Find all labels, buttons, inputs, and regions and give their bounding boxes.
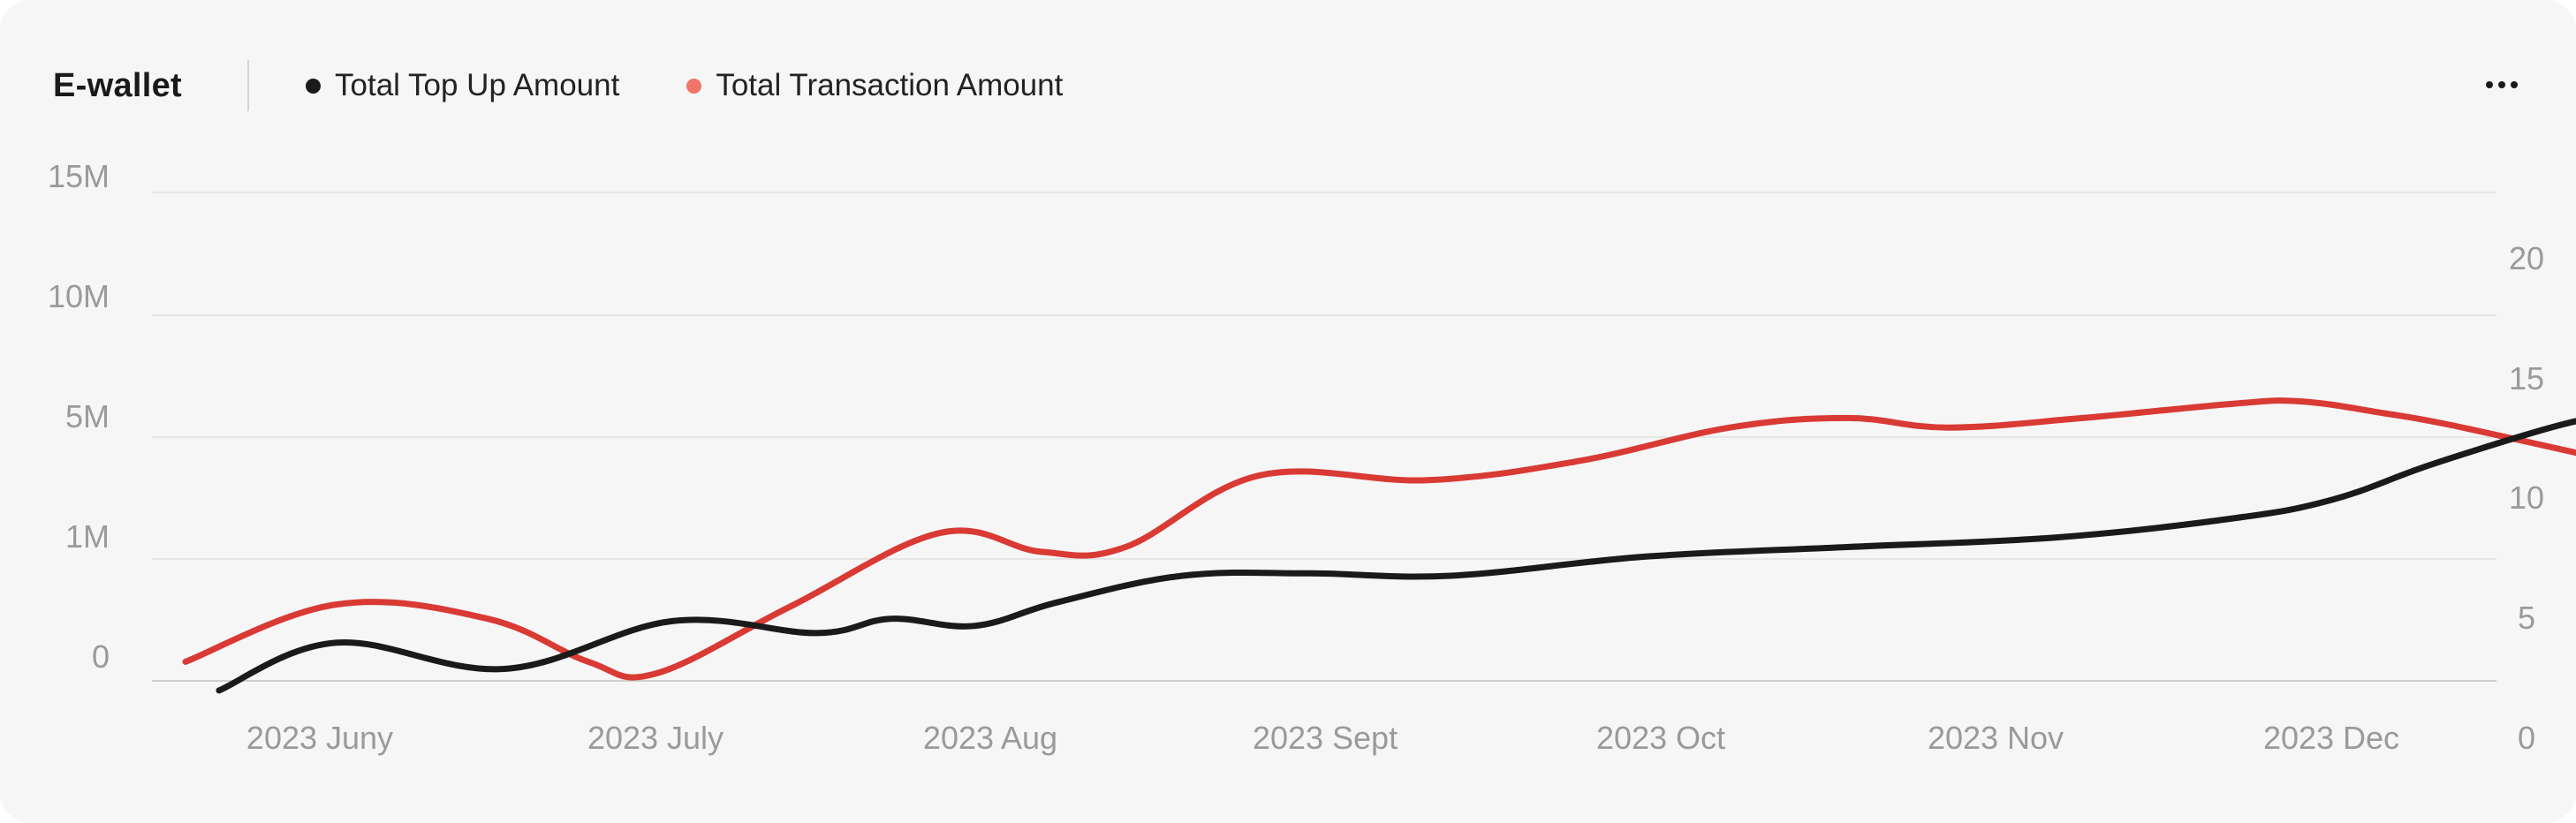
legend-label-transaction: Total Transaction Amount bbox=[716, 68, 1064, 102]
y-right-tick-label: 0 bbox=[2518, 720, 2535, 756]
x-tick-label: 2023 Aug bbox=[923, 720, 1057, 756]
more-horizontal-icon bbox=[2486, 81, 2493, 88]
more-horizontal-icon-dot bbox=[2511, 81, 2518, 88]
chart-title: E-wallet bbox=[53, 66, 182, 104]
y-left-tick-label: 10M bbox=[48, 278, 110, 314]
x-tick-label: 2023 Sept bbox=[1253, 720, 1398, 756]
x-tick-label: 2023 Juny bbox=[246, 720, 393, 756]
series-line-top-up bbox=[216, 418, 2576, 694]
legend-item-top-up[interactable]: Total Top Up Amount bbox=[306, 68, 619, 103]
legend-item-transaction[interactable]: Total Transaction Amount bbox=[686, 68, 1063, 103]
header-divider bbox=[247, 60, 249, 111]
y-left-tick-label: 15M bbox=[48, 158, 110, 194]
legend-label-top-up: Total Top Up Amount bbox=[335, 68, 620, 102]
x-tick-label: 2023 Nov bbox=[1928, 720, 2064, 756]
x-tick-label: 2023 Oct bbox=[1596, 720, 1725, 756]
y-left-tick-label: 0 bbox=[92, 638, 110, 675]
chart-header: E-wallet Total Top Up Amount Total Trans… bbox=[53, 55, 1130, 117]
x-tick-label: 2023 July bbox=[587, 720, 724, 756]
y-left-tick-label: 5M bbox=[65, 398, 110, 434]
y-right-tick-label: 5 bbox=[2518, 600, 2535, 636]
more-options-button[interactable] bbox=[2474, 60, 2530, 109]
legend-dot-transaction bbox=[686, 78, 702, 94]
x-tick-label: 2023 Dec bbox=[2263, 720, 2399, 756]
y-right-tick-label: 15 bbox=[2509, 360, 2544, 396]
legend-dot-top-up bbox=[306, 78, 321, 94]
y-right-tick-label: 20 bbox=[2509, 240, 2544, 276]
y-left-tick-label: 1M bbox=[65, 518, 110, 555]
y-right-tick-label: 10 bbox=[2509, 479, 2544, 516]
more-horizontal-icon-dot bbox=[2498, 81, 2505, 88]
series-line-transaction bbox=[182, 397, 2576, 681]
